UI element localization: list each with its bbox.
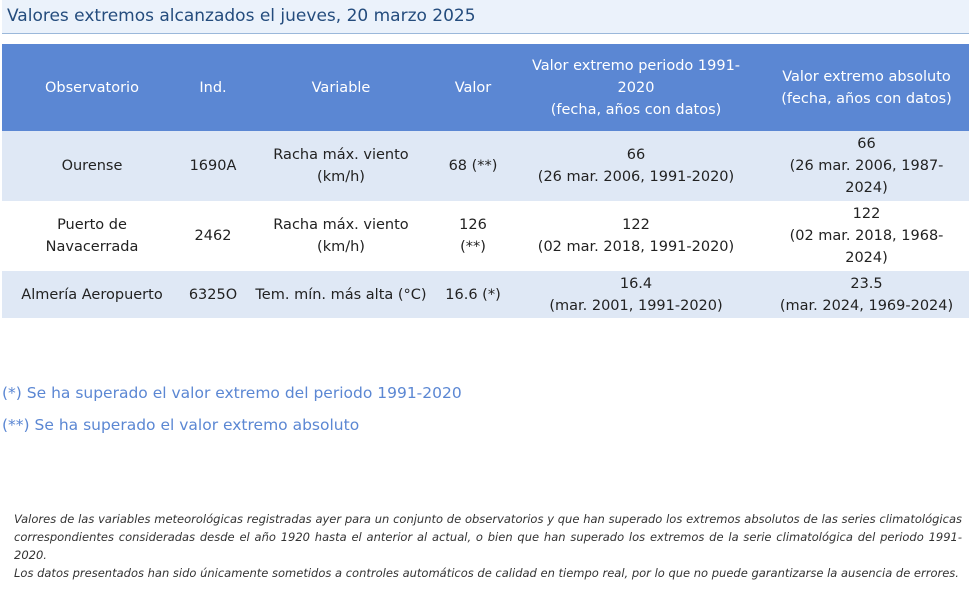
cell-extremo-periodo: 16.4 (mar. 2001, 1991-2020) — [508, 271, 764, 318]
header-extremo-periodo: Valor extremo periodo 1991- 2020 (fecha,… — [508, 44, 764, 131]
cell-extremo-absoluto: 122 (02 mar. 2018, 1968- 2024) — [764, 201, 969, 271]
cell-extremo-periodo: 122 (02 mar. 2018, 1991-2020) — [508, 201, 764, 271]
header-valor: Valor — [438, 44, 508, 131]
cell-extremo-periodo: 66 (26 mar. 2006, 1991-2020) — [508, 131, 764, 201]
table-row: Ourense 1690A Racha máx. viento (km/h) 6… — [2, 131, 969, 201]
cell-ind: 1690A — [182, 131, 244, 201]
header-variable: Variable — [244, 44, 438, 131]
cell-valor: 126 (**) — [438, 201, 508, 271]
cell-variable: Racha máx. viento (km/h) — [244, 131, 438, 201]
cell-observatorio: Ourense — [2, 131, 182, 201]
header-extremo-absoluto: Valor extremo absoluto (fecha, años con … — [764, 44, 969, 131]
cell-ind: 6325O — [182, 271, 244, 318]
cell-observatorio: Puerto de Navacerrada — [2, 201, 182, 271]
cell-variable: Racha máx. viento (km/h) — [244, 201, 438, 271]
header-ind: Ind. — [182, 44, 244, 131]
title-bar: Valores extremos alcanzados el jueves, 2… — [2, 0, 969, 34]
cell-valor: 16.6 (*) — [438, 271, 508, 318]
table-row: Puerto de Navacerrada 2462 Racha máx. vi… — [2, 201, 969, 271]
header-observatorio: Observatorio — [2, 44, 182, 131]
cell-ind: 2462 — [182, 201, 244, 271]
cell-valor: 68 (**) — [438, 131, 508, 201]
table-header-row: Observatorio Ind. Variable Valor Valor e… — [2, 44, 969, 131]
cell-observatorio: Almería Aeropuerto — [2, 271, 182, 318]
disclaimer-paragraph: Los datos presentados han sido únicament… — [14, 566, 959, 580]
cell-variable: Tem. mín. más alta (°C) — [244, 271, 438, 318]
cell-extremo-absoluto: 66 (26 mar. 2006, 1987- 2024) — [764, 131, 969, 201]
note-double-asterisk: (**) Se ha superado el valor extremo abs… — [2, 416, 360, 434]
page-title: Valores extremos alcanzados el jueves, 2… — [7, 6, 476, 26]
extremes-table: Observatorio Ind. Variable Valor Valor e… — [2, 44, 969, 318]
cell-extremo-absoluto: 23.5 (mar. 2024, 1969-2024) — [764, 271, 969, 318]
note-single-asterisk: (*) Se ha superado el valor extremo del … — [2, 384, 462, 402]
disclaimer: Valores de las variables meteorológicas … — [14, 510, 962, 582]
disclaimer-paragraph: Valores de las variables meteorológicas … — [14, 512, 962, 562]
table-row: Almería Aeropuerto 6325O Tem. mín. más a… — [2, 271, 969, 318]
